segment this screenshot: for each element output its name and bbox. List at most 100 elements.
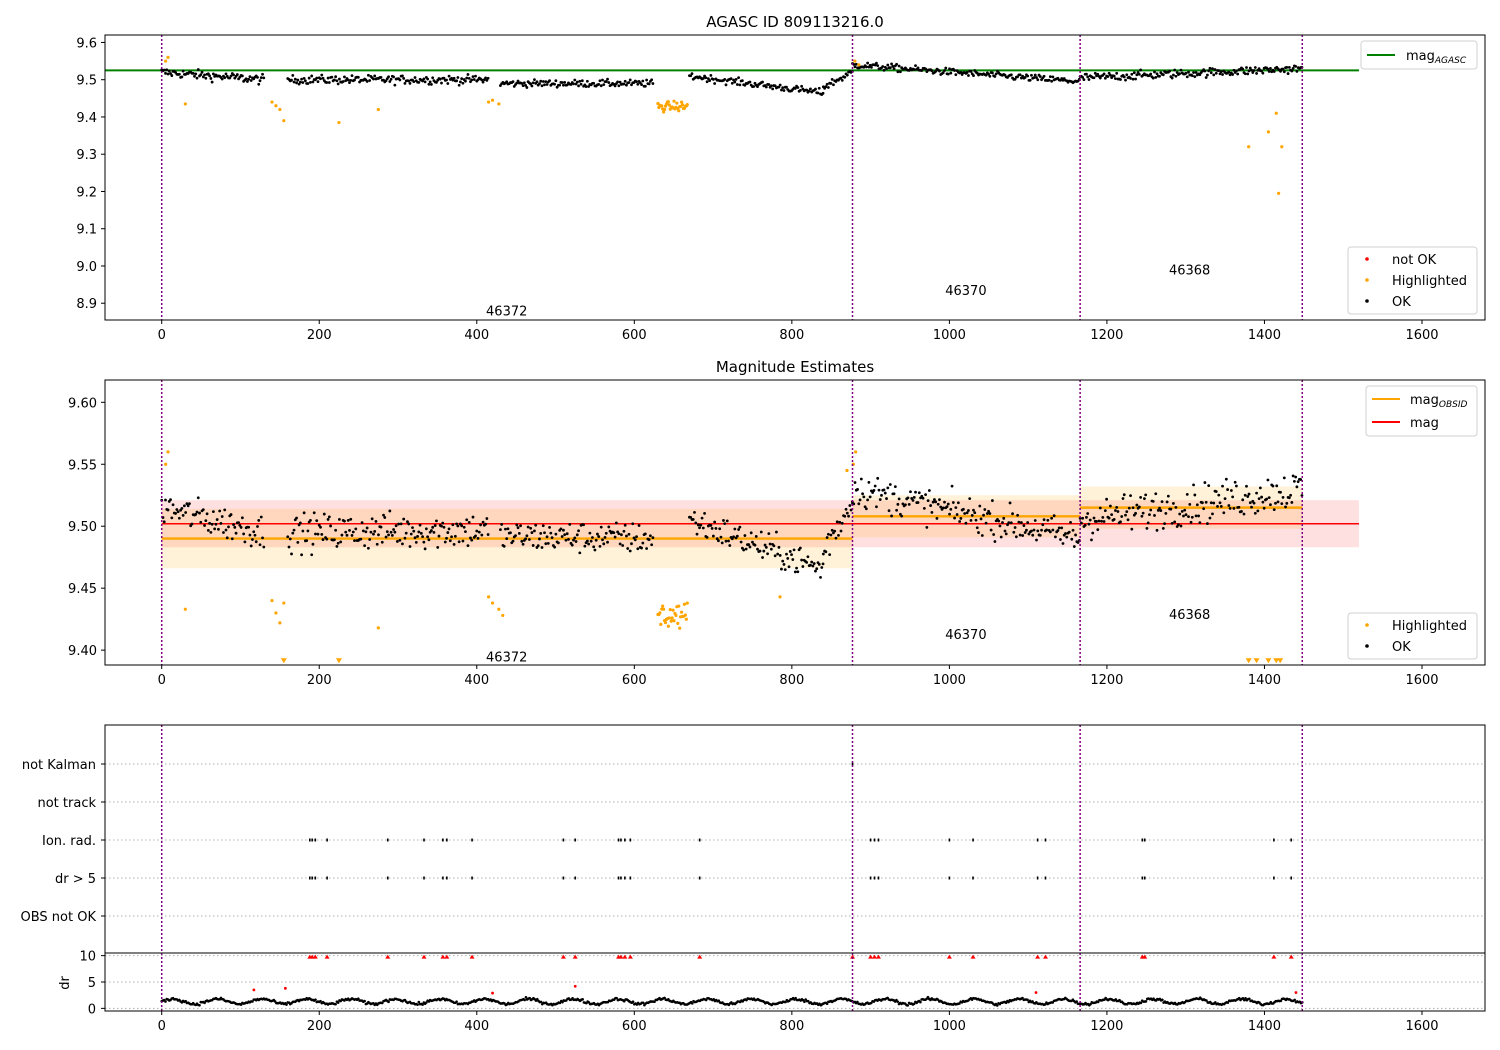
ok-point bbox=[418, 523, 422, 527]
dr-not-ok-point bbox=[283, 986, 287, 990]
ok-point bbox=[1098, 506, 1102, 510]
ok-point bbox=[821, 552, 825, 556]
ok-point bbox=[1279, 490, 1282, 494]
highlighted-point bbox=[854, 450, 858, 454]
dr-point bbox=[417, 1000, 421, 1004]
ok-point bbox=[951, 501, 955, 504]
ok-point bbox=[890, 62, 893, 66]
dr-clipped-marker bbox=[560, 954, 566, 959]
ok-point bbox=[839, 76, 843, 80]
highlighted-point bbox=[282, 601, 286, 605]
dr-point bbox=[806, 999, 810, 1003]
ok-point bbox=[1092, 516, 1096, 520]
ok-point bbox=[234, 531, 238, 535]
ok-point bbox=[455, 522, 459, 526]
ok-point bbox=[423, 547, 427, 551]
ok-point bbox=[1213, 68, 1217, 71]
highlighted-point bbox=[376, 626, 380, 630]
ok-point bbox=[973, 511, 977, 515]
ok-point bbox=[715, 537, 719, 541]
ok-point bbox=[1023, 531, 1027, 534]
ok-point bbox=[351, 530, 355, 534]
flag-point bbox=[1290, 876, 1293, 880]
ok-point bbox=[1287, 496, 1291, 500]
ok-point bbox=[886, 63, 890, 67]
dr-clipped-marker bbox=[970, 954, 976, 959]
ok-point bbox=[1195, 503, 1199, 507]
ok-point bbox=[876, 64, 880, 68]
ok-point bbox=[389, 77, 393, 81]
flag-point bbox=[873, 838, 876, 842]
ok-point bbox=[421, 535, 424, 539]
ok-point bbox=[917, 491, 921, 495]
ok-point bbox=[1033, 73, 1037, 77]
ok-point bbox=[423, 80, 427, 84]
dr-point bbox=[357, 997, 360, 1001]
ok-point bbox=[315, 519, 319, 523]
ok-point bbox=[195, 76, 199, 80]
flag-point bbox=[873, 876, 876, 880]
ok-point bbox=[733, 527, 737, 531]
ok-point bbox=[177, 72, 181, 76]
ok-point bbox=[751, 540, 754, 544]
ok-point bbox=[1203, 69, 1207, 73]
ok-point bbox=[1035, 76, 1038, 79]
ok-point bbox=[761, 556, 764, 559]
ok-point bbox=[332, 78, 336, 82]
ok-point bbox=[199, 520, 203, 524]
ok-point bbox=[461, 539, 465, 543]
dr-point bbox=[794, 996, 797, 1000]
highlighted-point bbox=[490, 98, 495, 102]
ok-point bbox=[954, 73, 958, 77]
ok-point bbox=[1290, 69, 1294, 73]
ok-point bbox=[758, 549, 762, 553]
ok-point bbox=[353, 539, 356, 543]
ok-point bbox=[719, 535, 723, 539]
dr-point bbox=[285, 1003, 288, 1006]
ok-point bbox=[573, 78, 577, 82]
ok-point bbox=[446, 531, 450, 534]
ok-point bbox=[1174, 505, 1178, 509]
ok-point bbox=[927, 489, 931, 492]
ok-point bbox=[974, 518, 978, 522]
ok-point bbox=[607, 525, 611, 529]
ok-point bbox=[1200, 501, 1204, 505]
ok-point bbox=[312, 511, 316, 515]
x-tick-label: 1000 bbox=[933, 673, 966, 688]
dr-clipped-marker bbox=[1035, 954, 1041, 959]
x-tick-label: 400 bbox=[464, 673, 489, 688]
ok-point bbox=[695, 532, 699, 536]
flag-point bbox=[698, 838, 701, 842]
ok-point bbox=[819, 575, 822, 579]
ok-point bbox=[1088, 518, 1092, 522]
ok-point bbox=[380, 540, 384, 544]
ok-point bbox=[931, 500, 935, 504]
ok-point bbox=[194, 72, 198, 76]
ok-point bbox=[288, 537, 292, 541]
ok-point bbox=[256, 76, 259, 79]
ok-point bbox=[577, 529, 580, 533]
ok-point bbox=[388, 509, 392, 513]
ok-point bbox=[650, 78, 654, 82]
ok-point bbox=[887, 509, 891, 513]
y-tick-label: 10 bbox=[79, 950, 96, 965]
ok-point bbox=[520, 539, 524, 543]
ok-point bbox=[703, 511, 706, 515]
ok-point bbox=[309, 519, 312, 522]
ok-point bbox=[602, 83, 606, 86]
ok-point bbox=[175, 508, 179, 511]
ok-point bbox=[1255, 491, 1258, 495]
ok-point bbox=[223, 76, 227, 80]
ok-point bbox=[539, 531, 543, 535]
ok-point bbox=[171, 503, 175, 507]
ok-point bbox=[1060, 526, 1064, 530]
x-tick-label: 1000 bbox=[933, 1019, 966, 1034]
ok-point bbox=[401, 74, 404, 78]
flag-point bbox=[562, 876, 565, 880]
ok-point bbox=[1158, 506, 1161, 510]
highlighted-point bbox=[376, 107, 380, 112]
x-tick-label: 1200 bbox=[1090, 673, 1123, 688]
dr-point bbox=[184, 999, 187, 1003]
ok-point bbox=[407, 79, 411, 83]
ok-point bbox=[1269, 66, 1272, 70]
